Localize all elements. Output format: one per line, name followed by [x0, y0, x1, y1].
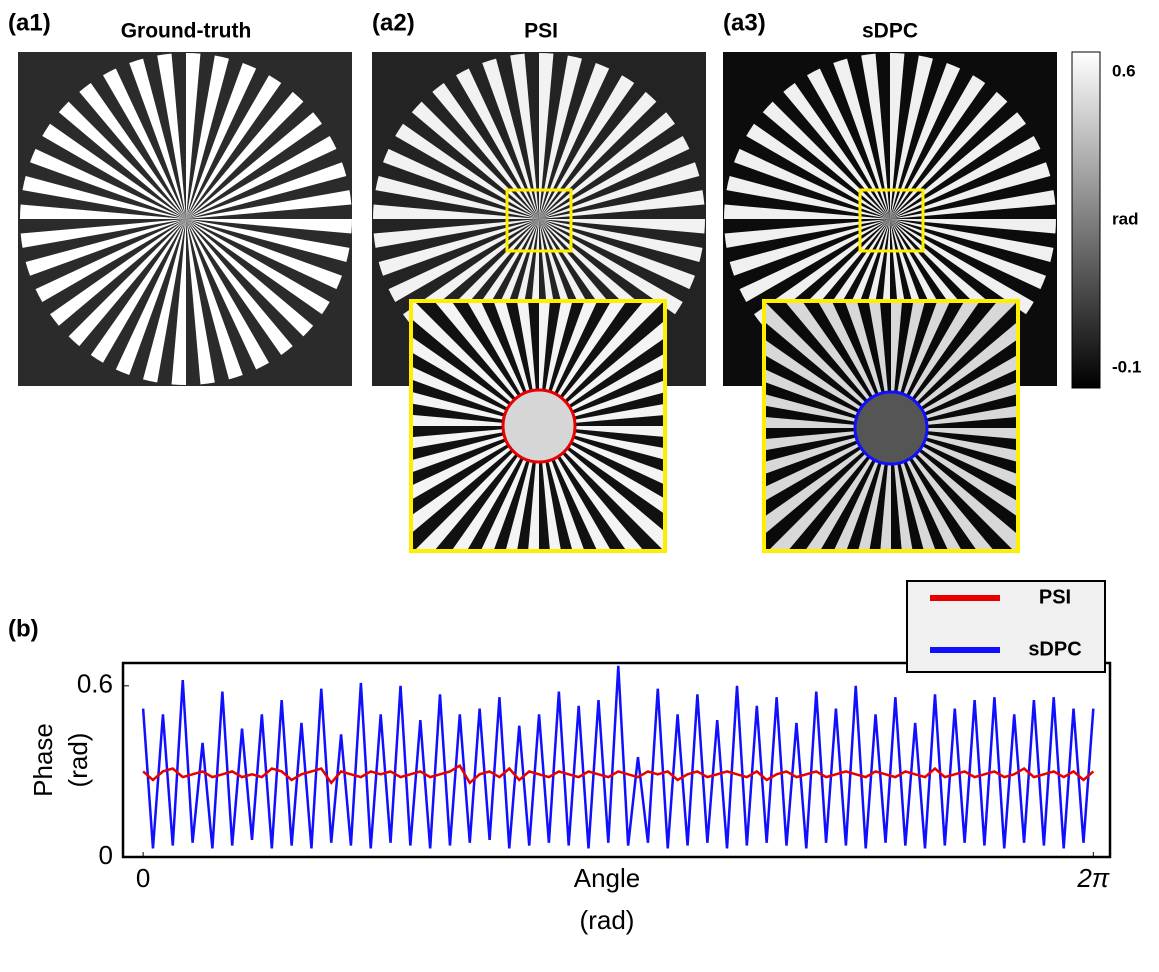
panel-label: (a2) — [372, 9, 415, 36]
x-tick-label: 2π — [1076, 863, 1109, 893]
panel-title: sDPC — [862, 20, 918, 43]
panel-title: PSI — [524, 20, 558, 43]
colorbar-tick-label: 0.6 — [1112, 61, 1136, 80]
y-tick-label: 0 — [99, 840, 113, 870]
x-axis-label: (rad) — [580, 905, 635, 935]
panel-title: Ground-truth — [121, 20, 252, 43]
y-axis-label: Phase — [28, 723, 58, 797]
colorbar-label: rad — [1112, 209, 1138, 228]
legend-label: sDPC — [1028, 638, 1081, 660]
figure: (a1) Ground-truth (a2) PSI (a3) sDPC rad… — [0, 0, 1159, 967]
panel-label: (a3) — [723, 9, 766, 36]
y-axis-label: (rad) — [63, 733, 93, 788]
colorbar — [1072, 52, 1100, 388]
series-line — [143, 666, 1093, 849]
x-axis-label: Angle — [574, 863, 641, 893]
colorbar-tick-label: -0.1 — [1112, 357, 1141, 376]
y-tick-label: 0.6 — [77, 669, 113, 699]
panel-label: (a1) — [8, 9, 51, 36]
legend-label: PSI — [1039, 586, 1071, 608]
x-tick-label: 0 — [136, 863, 150, 893]
panel-label: (b) — [8, 615, 39, 642]
